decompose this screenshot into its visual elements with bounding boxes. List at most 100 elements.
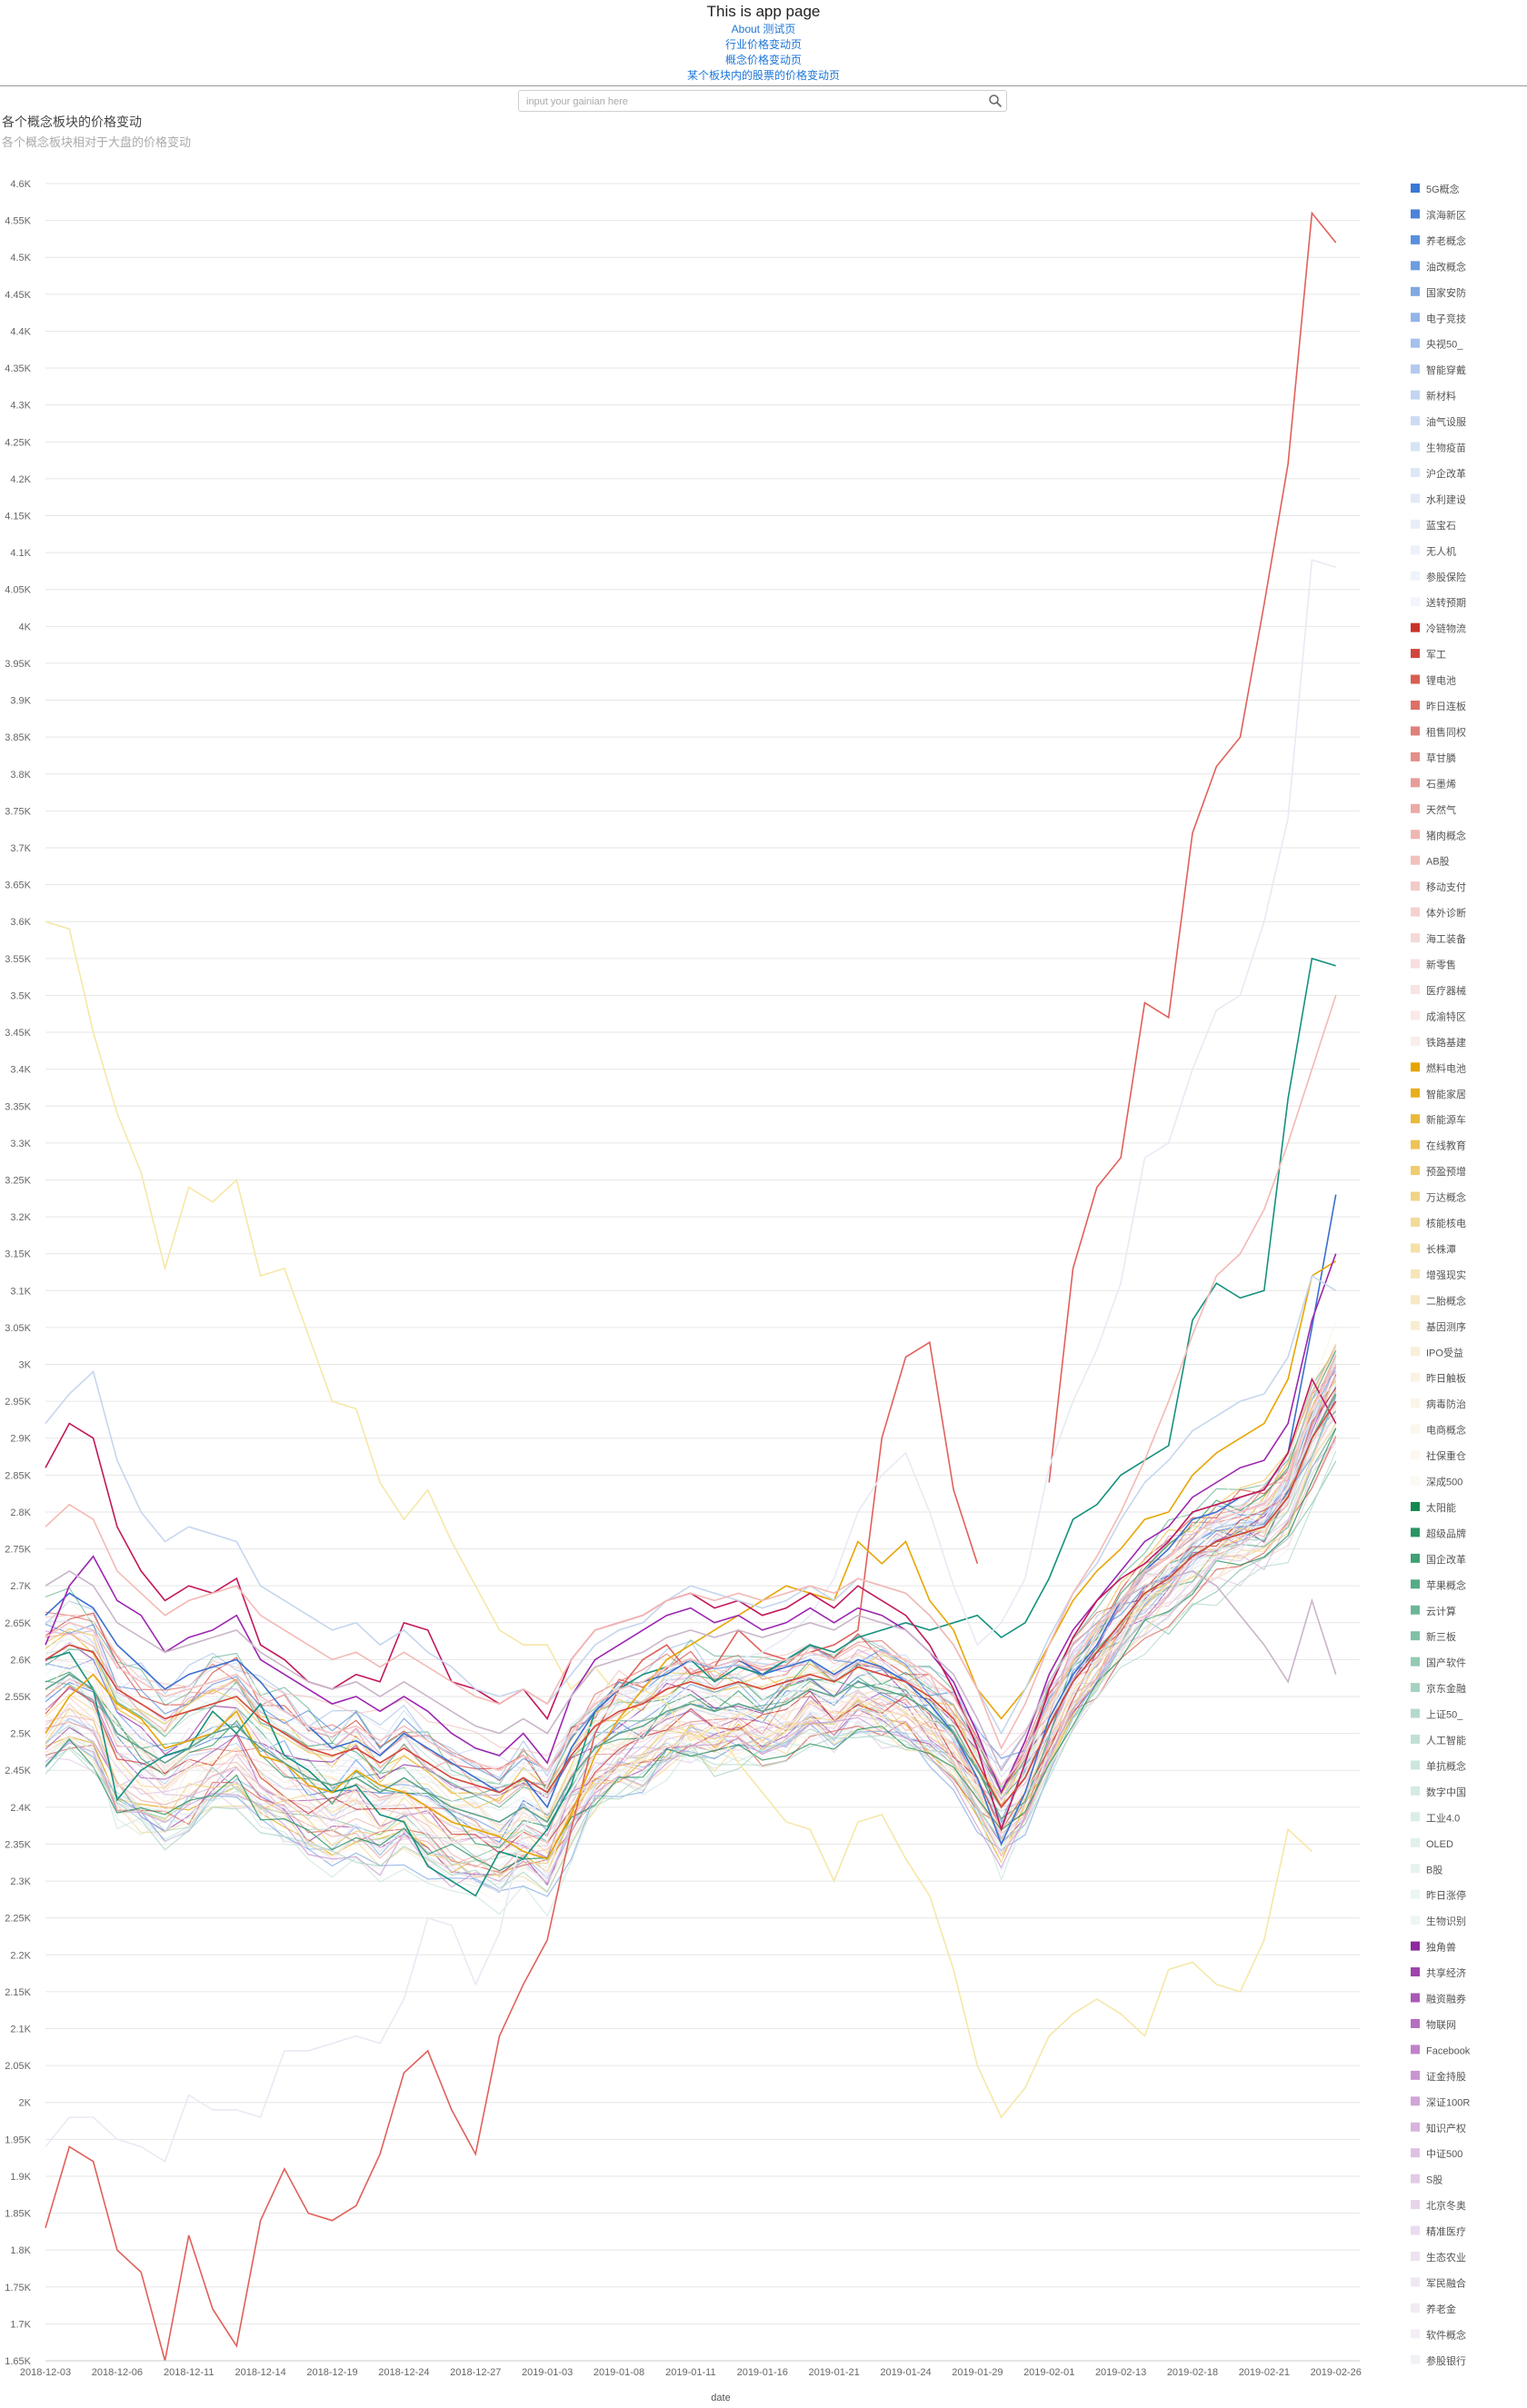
legend-swatch[interactable] <box>1411 830 1420 840</box>
legend-swatch[interactable] <box>1411 701 1420 710</box>
series-line-0[interactable] <box>45 211 1337 2362</box>
legend-swatch[interactable] <box>1411 2070 1420 2080</box>
legend-item-label[interactable]: AB股 <box>1426 856 1450 868</box>
legend-item-label[interactable]: 天然气 <box>1426 803 1456 816</box>
legend-swatch[interactable] <box>1411 519 1420 529</box>
legend-item-label[interactable]: 数字中国 <box>1426 1786 1466 1798</box>
legend-swatch[interactable] <box>1411 1501 1420 1511</box>
legend-swatch[interactable] <box>1411 1605 1420 1615</box>
legend-swatch[interactable] <box>1411 1372 1420 1382</box>
legend-item-label[interactable]: 国家安防 <box>1426 286 1466 299</box>
legend-item-label[interactable]: 基因测序 <box>1426 1320 1466 1333</box>
legend-swatch[interactable] <box>1411 726 1420 736</box>
legend-swatch[interactable] <box>1411 1088 1420 1098</box>
legend-swatch[interactable] <box>1411 1218 1420 1227</box>
legend-item-label[interactable]: 独角兽 <box>1426 1941 1456 1954</box>
legend-swatch[interactable] <box>1411 1967 1420 1977</box>
legend-item-label[interactable]: 军民融合 <box>1426 2276 1466 2289</box>
legend-swatch[interactable] <box>1411 855 1420 865</box>
legend-item-label[interactable]: 医疗器械 <box>1426 984 1466 997</box>
legend-swatch[interactable] <box>1411 1760 1420 1770</box>
legend-swatch[interactable] <box>1411 2303 1420 2313</box>
legend-item-label[interactable]: 共享经济 <box>1426 1966 1466 1979</box>
legend-swatch[interactable] <box>1411 649 1420 659</box>
series-line-12[interactable] <box>45 1364 1337 1786</box>
legend-item-label[interactable]: 长株潭 <box>1426 1242 1456 1255</box>
legend-swatch[interactable] <box>1411 2277 1420 2287</box>
legend-swatch[interactable] <box>1411 545 1420 555</box>
legend-item-label[interactable]: S股 <box>1426 2174 1442 2186</box>
nav-link-concept[interactable]: 概念价格变动页 <box>724 54 802 66</box>
legend-item-label[interactable]: 智能家居 <box>1426 1088 1466 1100</box>
legend-item-label[interactable]: IPO受益 <box>1426 1346 1463 1358</box>
nav-link-about[interactable]: About 测试页 <box>731 23 796 35</box>
legend-swatch[interactable] <box>1411 881 1420 891</box>
legend-item-label[interactable]: 参股银行 <box>1426 2354 1466 2367</box>
legend-item-label[interactable]: 养老概念 <box>1426 234 1466 247</box>
legend-item-label[interactable]: 工业4.0 <box>1426 1812 1460 1824</box>
legend-swatch[interactable] <box>1411 984 1420 994</box>
legend-item-label[interactable]: 证金持股 <box>1426 2070 1466 2083</box>
legend-item-label[interactable]: 滨海新区 <box>1426 208 1466 221</box>
legend-item-label[interactable]: 北京冬奥 <box>1426 2199 1466 2212</box>
legend-item-label[interactable]: 冷链物流 <box>1426 622 1466 635</box>
legend-swatch[interactable] <box>1411 1295 1420 1305</box>
legend-item-label[interactable]: 京东金融 <box>1426 1682 1466 1695</box>
legend-swatch[interactable] <box>1411 1683 1420 1693</box>
legend-swatch[interactable] <box>1411 364 1420 374</box>
legend-swatch[interactable] <box>1411 1476 1420 1486</box>
legend-swatch[interactable] <box>1411 959 1420 969</box>
legend-swatch[interactable] <box>1411 2096 1420 2106</box>
legend-swatch[interactable] <box>1411 1657 1420 1667</box>
series-line-5[interactable] <box>45 1260 1337 1860</box>
legend-item-label[interactable]: 草甘膦 <box>1426 752 1456 764</box>
legend-swatch[interactable] <box>1411 1941 1420 1951</box>
legend-swatch[interactable] <box>1411 1889 1420 1899</box>
legend-item-label[interactable]: 电商概念 <box>1426 1424 1466 1437</box>
legend-swatch[interactable] <box>1411 2225 1420 2235</box>
legend-item-label[interactable]: 超级品牌 <box>1426 1527 1466 1539</box>
legend-item-label[interactable]: 人工智能 <box>1426 1734 1466 1746</box>
legend-swatch[interactable] <box>1411 1993 1420 2003</box>
legend-item-label[interactable]: 深证100R <box>1426 2096 1470 2108</box>
legend-swatch[interactable] <box>1411 2329 1420 2339</box>
legend-item-label[interactable]: 苹果概念 <box>1426 1578 1466 1591</box>
series-line-8[interactable] <box>45 1274 1337 1736</box>
legend-item-label[interactable]: 央视50_ <box>1426 338 1463 351</box>
series-line-1[interactable] <box>45 920 1312 2119</box>
legend-item-label[interactable]: 新能源车 <box>1426 1113 1466 1126</box>
legend-item-label[interactable]: 国产软件 <box>1426 1657 1466 1669</box>
legend-swatch[interactable] <box>1411 1036 1420 1046</box>
legend-swatch[interactable] <box>1411 493 1420 503</box>
legend-item-label[interactable]: 铁路基建 <box>1426 1036 1466 1049</box>
legend-swatch[interactable] <box>1411 2122 1420 2132</box>
legend-item-label[interactable]: 智能穿戴 <box>1426 363 1466 376</box>
legend-item-label[interactable]: 社保重仓 <box>1426 1449 1466 1462</box>
legend-swatch[interactable] <box>1411 1010 1420 1020</box>
legend-swatch[interactable] <box>1411 1786 1420 1796</box>
legend-item-label[interactable]: 太阳能 <box>1426 1501 1456 1514</box>
legend-swatch[interactable] <box>1411 1191 1420 1201</box>
legend-swatch[interactable] <box>1411 1243 1420 1253</box>
legend-item-label[interactable]: 核能核电 <box>1426 1217 1466 1229</box>
legend-swatch[interactable] <box>1411 751 1420 761</box>
legend-swatch[interactable] <box>1411 1269 1420 1279</box>
legend-swatch[interactable] <box>1411 390 1420 400</box>
legend-item-label[interactable]: 物联网 <box>1426 2018 1456 2031</box>
legend-swatch[interactable] <box>1411 1631 1420 1641</box>
nav-link-industry[interactable]: 行业价格变动页 <box>724 38 802 51</box>
legend-swatch[interactable] <box>1411 803 1420 813</box>
legend-swatch[interactable] <box>1411 234 1420 244</box>
legend-item-label[interactable]: 油改概念 <box>1426 260 1466 273</box>
legend-item-label[interactable]: 中证500 <box>1426 2148 1462 2160</box>
legend-swatch[interactable] <box>1411 1553 1420 1563</box>
legend-item-label[interactable]: 二胎概念 <box>1426 1294 1466 1307</box>
legend-swatch[interactable] <box>1411 1424 1420 1434</box>
nav-link-sector-stocks[interactable]: 某个板块内的股票的价格变动页 <box>686 69 840 82</box>
legend-item-label[interactable]: 油气设服 <box>1426 415 1466 428</box>
legend-item-label[interactable]: 海工装备 <box>1426 932 1466 945</box>
legend-swatch[interactable] <box>1411 261 1420 271</box>
legend-item-label[interactable]: 养老金 <box>1426 2303 1456 2315</box>
legend-swatch[interactable] <box>1411 442 1420 452</box>
legend-swatch[interactable] <box>1411 1812 1420 1822</box>
